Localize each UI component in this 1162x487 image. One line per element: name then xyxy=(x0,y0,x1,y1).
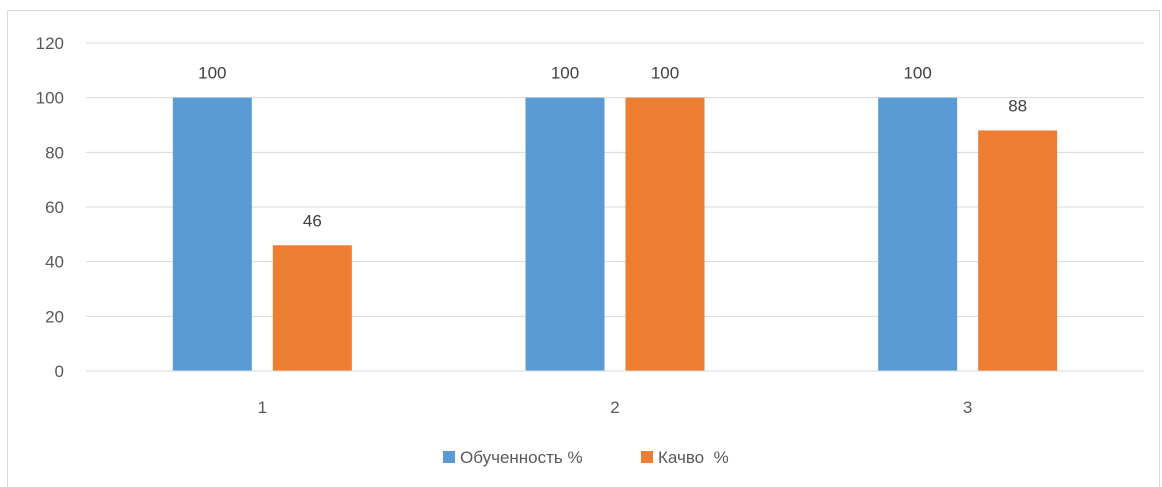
bar-series-2-category-2 xyxy=(625,97,705,372)
x-tick-label: 2 xyxy=(610,398,619,417)
data-label: 88 xyxy=(1008,96,1027,115)
bar-series-1-category-2 xyxy=(525,97,605,372)
data-label: 100 xyxy=(903,64,931,83)
y-tick-label: 20 xyxy=(45,307,64,326)
bar-series-2-category-3 xyxy=(978,130,1058,371)
data-label: 100 xyxy=(551,64,579,83)
legend-swatch-icon xyxy=(443,451,455,463)
y-tick-label: 60 xyxy=(45,198,64,217)
legend-label: Обученность % xyxy=(460,448,583,467)
bar-series-2-category-1 xyxy=(272,245,352,371)
data-label: 46 xyxy=(303,211,322,230)
y-tick-label: 40 xyxy=(45,253,64,272)
bar-series-1-category-3 xyxy=(878,97,958,372)
y-tick-label: 80 xyxy=(45,143,64,162)
x-tick-label: 1 xyxy=(258,398,267,417)
y-tick-label: 100 xyxy=(36,89,64,108)
bar-series-1-category-1 xyxy=(172,97,252,372)
y-tick-label: 120 xyxy=(36,34,64,53)
legend-label: Качво % xyxy=(658,448,729,467)
data-label: 100 xyxy=(198,64,226,83)
legend-swatch-icon xyxy=(641,451,653,463)
y-tick-label: 0 xyxy=(55,362,64,381)
data-label: 100 xyxy=(651,64,679,83)
x-tick-label: 3 xyxy=(963,398,972,417)
